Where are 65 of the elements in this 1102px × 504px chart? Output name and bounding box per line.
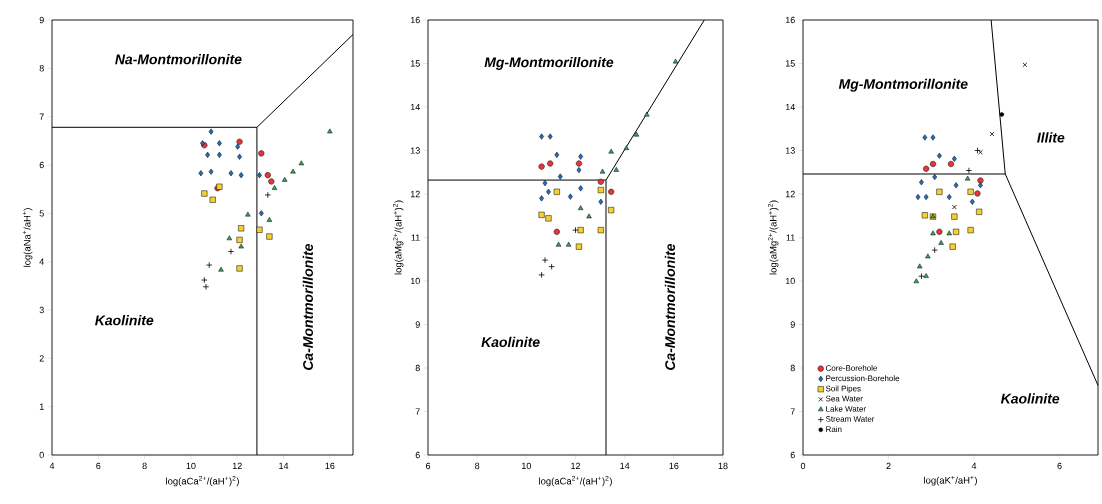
y-tick-label: 2 (39, 355, 44, 362)
y-tick-label: 8 (790, 364, 795, 372)
y-tick-label: 9 (415, 321, 420, 328)
x-tick-label: 10 (522, 462, 531, 470)
y-axis-title: log(aMg$^{2+}$/(aH$^{+}$)$^{2}$) (393, 200, 404, 275)
y-tick-label: 15 (410, 60, 420, 67)
y-tick-label: 14 (410, 103, 420, 111)
annotation: Kaolinite (95, 315, 154, 326)
y-tick-label: 16 (410, 16, 420, 24)
y-tick-label: 10 (410, 277, 420, 285)
annotation: Mg-Montmorillonite (838, 78, 968, 92)
y-tick-label: 12 (785, 190, 795, 198)
x-tick-label: 0 (800, 462, 806, 470)
y-tick-label: 13 (785, 147, 795, 154)
x-axis-title: log(aCa$^{2+}$/(aH$^{+}$)$^{2}$) (539, 475, 612, 487)
x-tick-label: 12 (232, 462, 242, 470)
y-tick-label: 13 (410, 147, 420, 154)
x-tick-label: 18 (718, 462, 728, 470)
x-tick-label: 16 (669, 462, 679, 470)
y-tick-label: 4 (39, 258, 44, 265)
y-tick-label: 7 (790, 408, 795, 415)
annotation: Ca-Montmorillonite (664, 243, 676, 370)
annotation: Illite (1037, 132, 1065, 143)
y-tick-label: 8 (39, 65, 44, 72)
x-tick-label: 8 (475, 462, 480, 470)
x-tick-label: 14 (620, 462, 630, 469)
y-axis-title: log(aNa$^{+}$/aH$^{+}$) (22, 208, 33, 267)
x-tick-label: 14 (279, 462, 289, 469)
x-tick-label: 10 (186, 462, 196, 470)
y-tick-label: 12 (410, 190, 420, 198)
y-tick-label: 6 (415, 451, 420, 459)
x-tick-label: 8 (142, 462, 147, 470)
annotation: Kaolinite (481, 336, 540, 348)
y-tick-label: 15 (785, 60, 795, 67)
annotation: Ca-Montmorillonite (302, 243, 313, 370)
x-tick-label: 6 (425, 462, 431, 470)
annotation: Na-Montmorillonite (115, 54, 242, 65)
y-tick-label: 16 (785, 16, 795, 24)
y-tick-label: 6 (39, 161, 44, 169)
x-axis-title: log(aCa$^{2+}$/(aH$^{+}$)$^{2}$) (166, 475, 239, 487)
x-axis-title: log(aK$^{+}$/aH$^{+}$) (924, 475, 977, 486)
annotation: Mg-Montmorillonite (484, 56, 614, 70)
y-tick-label: 6 (790, 451, 795, 459)
x-tick-label: 4 (971, 462, 977, 469)
x-tick-label: 2 (886, 462, 891, 470)
y-tick-label: 11 (786, 234, 795, 241)
x-tick-label: 6 (1057, 462, 1062, 470)
y-tick-label: 5 (39, 210, 44, 217)
y-tick-label: 9 (39, 16, 44, 24)
y-tick-label: 0 (39, 451, 44, 459)
y-tick-label: 1 (39, 403, 44, 410)
y-tick-label: 7 (415, 408, 420, 415)
y-tick-label: 10 (785, 277, 795, 285)
y-tick-label: 7 (39, 113, 44, 120)
annotation: Kaolinite (1000, 393, 1060, 404)
x-tick-label: 4 (49, 462, 55, 469)
y-tick-label: 14 (785, 103, 795, 111)
x-tick-label: 12 (571, 462, 581, 470)
y-tick-label: 9 (790, 321, 795, 328)
y-axis-title: log(aMg$^{2+}$/(aH$^{+}$)$^{2}$) (768, 200, 779, 275)
y-tick-label: 3 (39, 306, 44, 314)
y-tick-label: 8 (415, 364, 420, 372)
y-tick-label: 11 (411, 234, 420, 241)
x-tick-label: 6 (96, 462, 101, 470)
x-tick-label: 16 (325, 462, 335, 470)
